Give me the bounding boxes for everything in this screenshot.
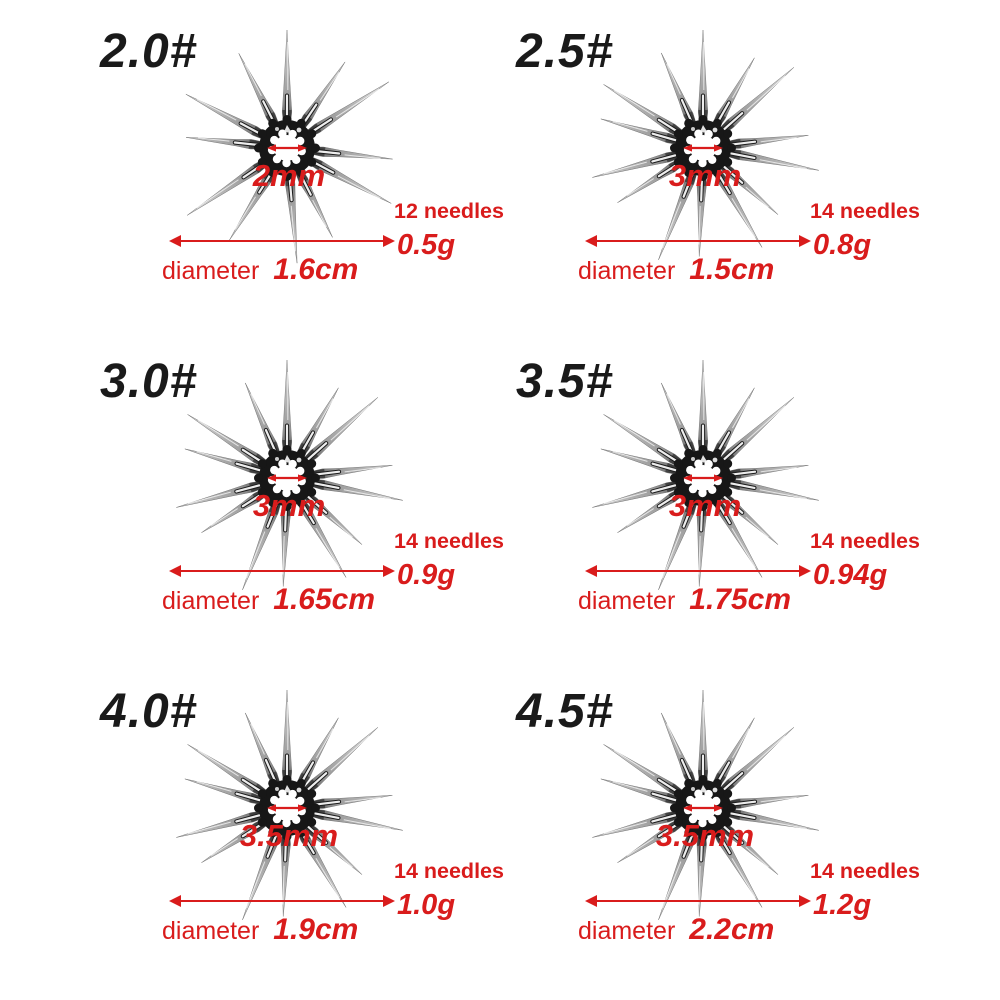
- diameter-value: 1.5cm: [689, 253, 775, 286]
- size-label: 4.0#: [100, 685, 198, 738]
- diameter-row: diameter 1.5cm: [578, 253, 774, 287]
- needle-starburst-photo: [573, 348, 833, 608]
- diameter-arrow-icon: [585, 565, 811, 577]
- product-variant-card: 2.0# 2mm 12 needles 0.5g diameter 1.6cm: [84, 0, 584, 330]
- diameter-value: 1.6cm: [273, 253, 359, 286]
- diameter-value: 1.65cm: [273, 583, 376, 616]
- product-variant-card: 4.5# 3.5mm 14 needles 1.2g diameter 2.2c…: [500, 660, 1000, 990]
- product-variant-card: 3.5# 3mm 14 needles 0.94g diameter 1.75c…: [500, 330, 1000, 660]
- diameter-value: 2.2cm: [689, 913, 775, 946]
- size-label: 3.5#: [516, 355, 614, 408]
- diameter-arrow-icon: [585, 895, 811, 907]
- size-label: 3.0#: [100, 355, 198, 408]
- needle-starburst-photo: [157, 348, 417, 608]
- diameter-word: diameter: [162, 917, 260, 945]
- needle-count-label: 12 needles: [394, 199, 504, 223]
- weight-label: 0.9g: [397, 559, 456, 591]
- hole-diameter-label: 3mm: [668, 158, 742, 193]
- needle-starburst-photo: [573, 18, 833, 278]
- hole-diameter-label: 3.5mm: [239, 818, 339, 853]
- weight-label: 0.94g: [813, 559, 888, 591]
- hole-diameter-label: 2mm: [252, 158, 326, 193]
- weight-label: 1.0g: [397, 889, 456, 921]
- needle-count-label: 14 needles: [810, 199, 920, 223]
- diameter-word: diameter: [578, 917, 676, 945]
- weight-label: 0.5g: [397, 229, 456, 261]
- diameter-arrow-icon: [169, 565, 395, 577]
- needle-starburst-photo: [157, 678, 417, 938]
- needle-count-label: 14 needles: [810, 529, 920, 553]
- size-label: 2.5#: [516, 25, 614, 78]
- diameter-arrow-icon: [169, 235, 395, 247]
- weight-label: 0.8g: [813, 229, 872, 261]
- diameter-word: diameter: [578, 587, 676, 615]
- needle-starburst-photo: [573, 678, 833, 938]
- diameter-arrow-icon: [169, 895, 395, 907]
- diameter-row: diameter 1.65cm: [162, 583, 375, 617]
- hole-diameter-label: 3mm: [252, 488, 326, 523]
- needle-count-label: 14 needles: [394, 859, 504, 883]
- product-variant-card: 4.0# 3.5mm 14 needles 1.0g diameter 1.9c…: [84, 660, 584, 990]
- product-variant-card: 3.0# 3mm 14 needles 0.9g diameter 1.65cm: [84, 330, 584, 660]
- diameter-value: 1.75cm: [689, 583, 792, 616]
- product-variant-card: 2.5# 3mm 14 needles 0.8g diameter 1.5cm: [500, 0, 1000, 330]
- diameter-arrow-icon: [585, 235, 811, 247]
- hole-diameter-label: 3.5mm: [655, 818, 755, 853]
- hole-diameter-label: 3mm: [668, 488, 742, 523]
- diameter-word: diameter: [578, 257, 676, 285]
- diameter-value: 1.9cm: [273, 913, 359, 946]
- needle-starburst-photo: [157, 18, 417, 278]
- diameter-row: diameter 1.6cm: [162, 253, 358, 287]
- needle-count-label: 14 needles: [394, 529, 504, 553]
- weight-label: 1.2g: [813, 889, 872, 921]
- size-label: 2.0#: [100, 25, 198, 78]
- diameter-row: diameter 2.2cm: [578, 913, 774, 947]
- diameter-row: diameter 1.75cm: [578, 583, 791, 617]
- needle-count-label: 14 needles: [810, 859, 920, 883]
- diameter-row: diameter 1.9cm: [162, 913, 358, 947]
- diameter-word: diameter: [162, 587, 260, 615]
- size-label: 4.5#: [516, 685, 614, 738]
- diameter-word: diameter: [162, 257, 260, 285]
